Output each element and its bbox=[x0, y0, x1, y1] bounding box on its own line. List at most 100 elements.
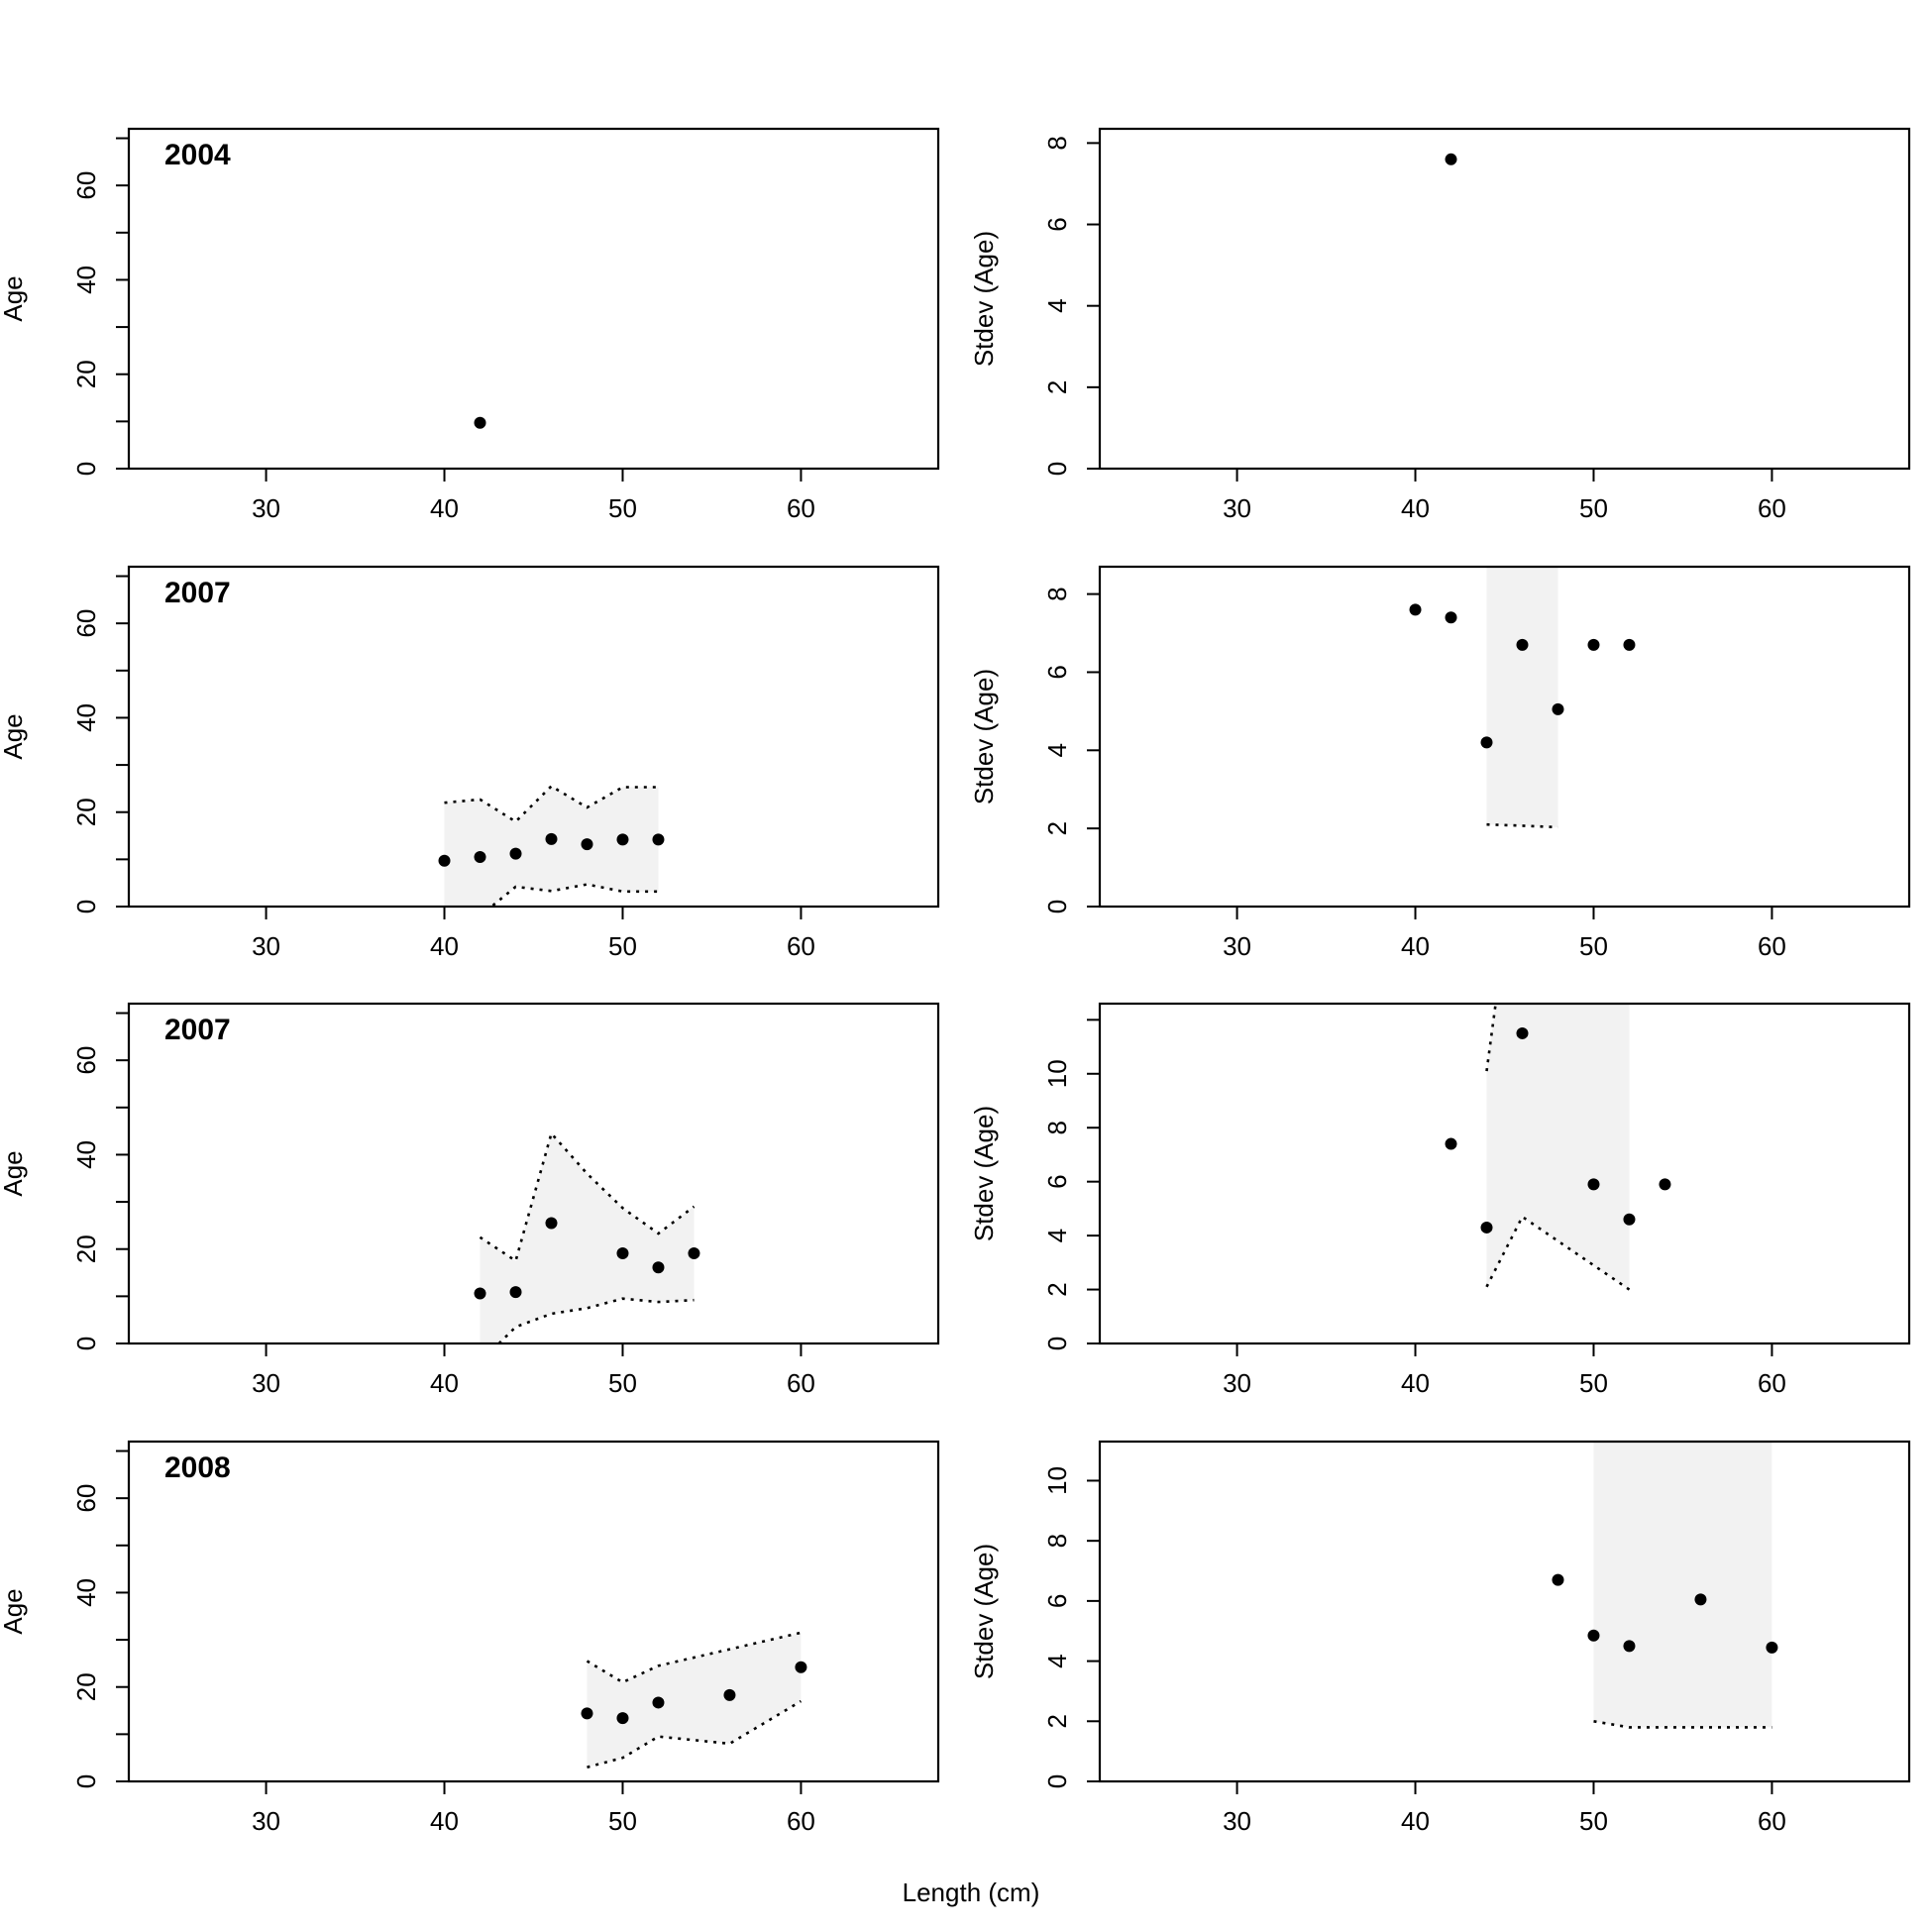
x-tick-label: 40 bbox=[1401, 493, 1430, 523]
x-tick-label: 30 bbox=[1223, 1806, 1251, 1836]
x-tick-label: 30 bbox=[252, 1806, 280, 1836]
y-axis-label: Age bbox=[0, 1150, 28, 1196]
data-point bbox=[652, 833, 665, 846]
plot-frame bbox=[1098, 1440, 1911, 1783]
y-tick-label: 8 bbox=[1042, 587, 1072, 600]
y-tick-label: 0 bbox=[71, 900, 101, 913]
data-point bbox=[723, 1688, 736, 1701]
interval-band-group bbox=[444, 784, 659, 907]
y-tick-label: 0 bbox=[71, 1774, 101, 1788]
data-point bbox=[616, 833, 629, 846]
x-tick-label: 40 bbox=[430, 1806, 459, 1836]
y-tick-label: 6 bbox=[1042, 665, 1072, 679]
y-tick-label: 8 bbox=[1042, 1121, 1072, 1134]
y-axis-label: Age bbox=[0, 275, 28, 321]
x-tick-label: 50 bbox=[608, 931, 637, 961]
y-tick-label: 60 bbox=[71, 1046, 101, 1075]
panel-5: 30 40 50 60 0 20 40 60 Age 2007 bbox=[0, 1002, 940, 1398]
y-tick-label: 2 bbox=[1042, 380, 1072, 394]
x-tick-label: 40 bbox=[1401, 1368, 1430, 1398]
x-tick-label: 60 bbox=[787, 931, 815, 961]
y-tick-label: 8 bbox=[1042, 1534, 1072, 1548]
data-point bbox=[688, 1247, 700, 1260]
y-tick-label: 40 bbox=[71, 703, 101, 732]
x-tick-label: 50 bbox=[1579, 1806, 1608, 1836]
data-point bbox=[1587, 638, 1600, 651]
panel-year-label: 2004 bbox=[164, 139, 231, 171]
data-point bbox=[474, 850, 486, 863]
interval-band-group bbox=[1486, 567, 1558, 829]
plot-frame bbox=[127, 1440, 940, 1783]
data-point bbox=[1587, 1178, 1600, 1191]
y-tick-label: 60 bbox=[71, 609, 101, 638]
y-tick-label: 60 bbox=[71, 1484, 101, 1513]
plot-frame bbox=[127, 127, 940, 471]
y-axis-label: Stdev (Age) bbox=[969, 231, 999, 367]
y-tick-label: 0 bbox=[1042, 1337, 1072, 1350]
data-point bbox=[1445, 153, 1457, 165]
data-point bbox=[1694, 1593, 1707, 1606]
data-point bbox=[1552, 702, 1564, 715]
x-tick-label: 40 bbox=[430, 1368, 459, 1398]
data-point bbox=[438, 854, 451, 867]
x-tick-label: 40 bbox=[1401, 1806, 1430, 1836]
interval-band bbox=[1486, 1004, 1630, 1290]
data-point bbox=[509, 1286, 522, 1299]
x-tick-label: 50 bbox=[1579, 931, 1608, 961]
data-point bbox=[652, 1696, 665, 1709]
data-point bbox=[1480, 736, 1493, 749]
interval-band-group bbox=[1593, 1442, 1772, 1729]
data-point bbox=[1480, 1221, 1493, 1234]
y-tick-label: 0 bbox=[1042, 1774, 1072, 1788]
lower-bound-line bbox=[496, 1297, 695, 1343]
data-point bbox=[474, 1287, 486, 1300]
y-tick-label: 4 bbox=[1042, 1654, 1072, 1667]
interval-band bbox=[1593, 1442, 1772, 1728]
panel-6: 30 40 50 60 0 2 4 6 8 10 Stdev (Age) bbox=[969, 1002, 1911, 1398]
upper-bound-line bbox=[444, 784, 659, 823]
panel-7: 30 40 50 60 0 20 40 60 Age 2008 bbox=[0, 1440, 940, 1836]
data-point bbox=[1516, 1026, 1529, 1039]
data-point bbox=[1623, 1640, 1636, 1653]
x-tick-label: 30 bbox=[1223, 931, 1251, 961]
x-tick-label: 40 bbox=[1401, 931, 1430, 961]
panel-year-label: 2008 bbox=[164, 1451, 231, 1484]
upper-bound-line bbox=[479, 1130, 696, 1263]
x-tick-label: 30 bbox=[252, 1368, 280, 1398]
panel-2: 30 40 50 60 0 2 4 6 8 Stdev (Age) bbox=[969, 127, 1911, 523]
interval-band bbox=[587, 1632, 802, 1768]
y-tick-label: 10 bbox=[1042, 1466, 1072, 1495]
y-tick-label: 6 bbox=[1042, 1174, 1072, 1188]
y-tick-label: 0 bbox=[1042, 900, 1072, 913]
y-tick-label: 20 bbox=[71, 1672, 101, 1701]
data-point bbox=[474, 416, 486, 429]
data-point bbox=[509, 847, 522, 860]
data-point bbox=[545, 832, 558, 845]
panel-8: 30 40 50 60 0 2 4 6 8 10 Stdev (Age) bbox=[969, 1440, 1911, 1836]
y-axis-label: Age bbox=[0, 1588, 28, 1634]
y-tick-label: 2 bbox=[1042, 821, 1072, 835]
x-tick-label: 50 bbox=[608, 493, 637, 523]
interval-band bbox=[444, 786, 659, 907]
x-axis-label: Length (cm) bbox=[903, 1878, 1040, 1907]
data-point bbox=[1623, 638, 1636, 651]
x-tick-label: 60 bbox=[1758, 1806, 1786, 1836]
data-point bbox=[1766, 1641, 1778, 1654]
y-tick-label: 20 bbox=[71, 360, 101, 388]
x-tick-label: 60 bbox=[1758, 931, 1786, 961]
x-tick-label: 50 bbox=[608, 1806, 637, 1836]
y-tick-label: 0 bbox=[71, 1337, 101, 1350]
data-point bbox=[1623, 1213, 1636, 1226]
interval-band bbox=[480, 1133, 695, 1343]
y-axis-label: Stdev (Age) bbox=[969, 1544, 999, 1679]
x-tick-label: 30 bbox=[252, 493, 280, 523]
y-tick-label: 40 bbox=[71, 1578, 101, 1607]
x-tick-label: 40 bbox=[430, 493, 459, 523]
x-tick-label: 50 bbox=[608, 1368, 637, 1398]
y-axis-label: Age bbox=[0, 713, 28, 759]
data-point bbox=[652, 1261, 665, 1274]
y-tick-label: 40 bbox=[71, 266, 101, 294]
x-tick-label: 60 bbox=[787, 493, 815, 523]
panel-year-label: 2007 bbox=[164, 577, 231, 609]
